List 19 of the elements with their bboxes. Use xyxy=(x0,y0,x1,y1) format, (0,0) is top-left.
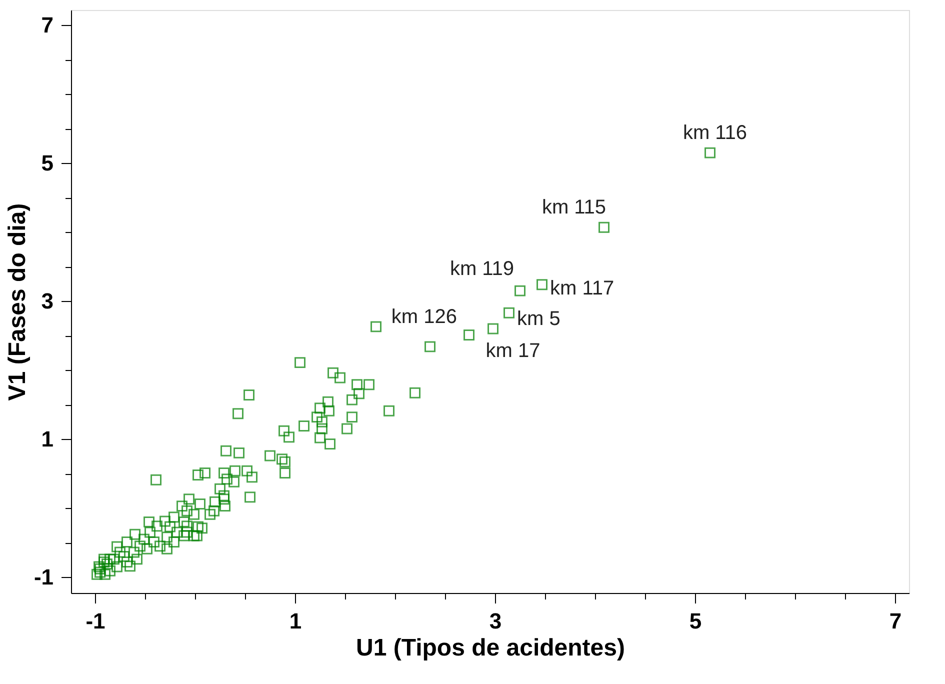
annotation: km 17 xyxy=(486,340,540,362)
annotation: km 5 xyxy=(517,308,560,330)
y-tick-label: 5 xyxy=(41,150,54,176)
y-tick-label: 3 xyxy=(41,288,54,314)
annotation: km 126 xyxy=(391,306,457,328)
x-tick-label: 3 xyxy=(489,608,502,634)
x-tick-label: 5 xyxy=(689,608,702,634)
annotation: km 116 xyxy=(682,122,748,144)
x-axis-title: U1 (Tipos de acidentes) xyxy=(356,634,625,662)
annotation: km 115 xyxy=(542,196,606,218)
y-tick-label: 1 xyxy=(41,426,54,452)
y-tick-label: -1 xyxy=(34,564,54,590)
x-tick-label: 7 xyxy=(889,608,902,634)
y-tick-label: 7 xyxy=(41,12,54,38)
x-tick-label: -1 xyxy=(86,608,106,634)
annotation: km 117 xyxy=(550,278,614,300)
y-axis-title: V1 (Fases do dia) xyxy=(4,203,31,401)
annotation: km 119 xyxy=(450,258,514,280)
x-tick-label: 1 xyxy=(289,608,302,634)
